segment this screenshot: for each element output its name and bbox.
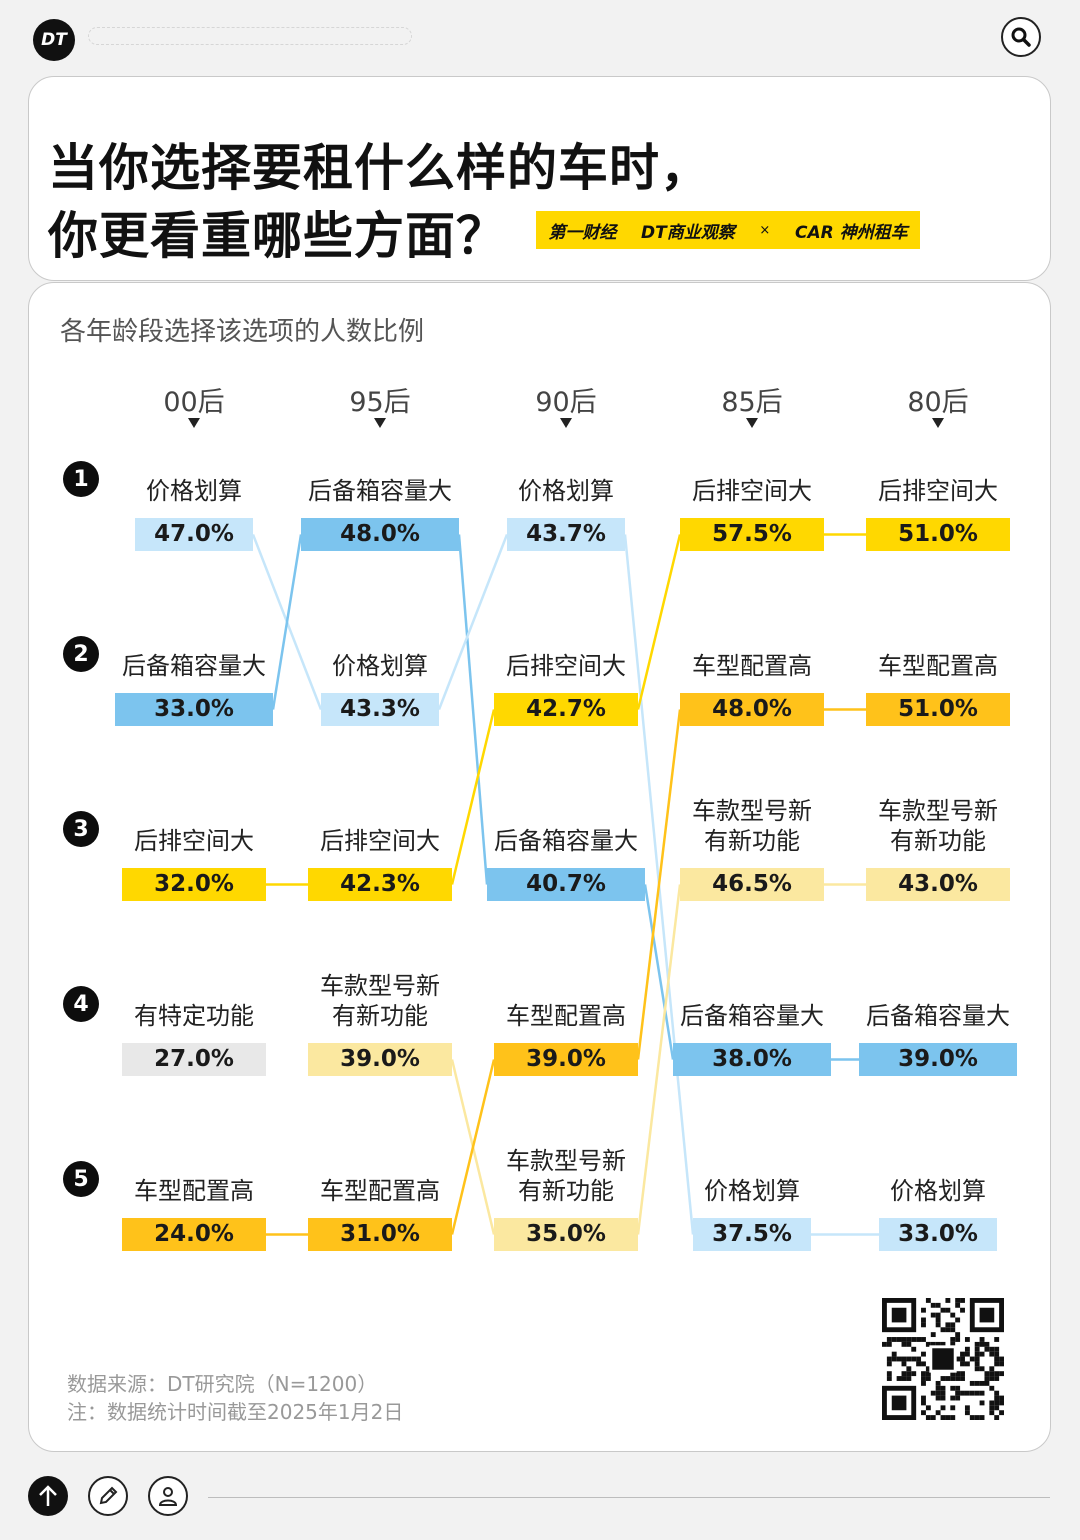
value-bar: 33.0% [879,1218,997,1251]
value-bar: 51.0% [866,518,1010,551]
link-line [457,534,489,885]
value-bar: 27.0% [122,1043,266,1076]
rank-badge: 1 [63,461,99,497]
value-bar: 43.0% [866,868,1010,901]
link-line [636,534,682,710]
column-arrow-icon [374,418,386,428]
cell-label: 车型配置高 [320,1177,440,1205]
column-arrow-icon [746,418,758,428]
cell-label: 价格划算 [890,1177,986,1205]
value-bar: 24.0% [122,1218,266,1251]
column-header: 85后 [721,387,783,418]
address-bar[interactable] [88,27,412,45]
qr-code-icon[interactable] [882,1298,1004,1420]
link-line [271,534,303,710]
value-bar: 32.0% [122,868,266,901]
brand-yicai: 第一财经 [548,222,617,243]
value-bar: 42.7% [494,693,638,726]
rank-badge: 5 [63,1161,99,1197]
cell-label: 后排空间大 [506,652,626,680]
user-icon [158,1487,178,1506]
value-bar: 40.7% [487,868,645,901]
link-line [643,884,675,1060]
cell-label: 后备箱容量大 [494,827,638,855]
value-bar: 51.0% [866,693,1010,726]
column-header: 95后 [349,387,411,418]
cell-label: 后备箱容量大 [122,652,266,680]
cell-label: 后备箱容量大 [866,1002,1010,1030]
cell-label: 价格划算 [518,477,614,505]
search-icon [1011,27,1031,47]
cell-label: 车款型号新 有新功能 [320,972,440,1030]
cell-label: 车款型号新 有新功能 [692,797,812,855]
column-arrow-icon [932,418,944,428]
value-bar: 39.0% [308,1043,452,1076]
brand-strip: 第一财经 DT商业观察 × CAR 神州租车 [536,211,920,249]
cell-label: 后备箱容量大 [680,1002,824,1030]
cell-label: 车型配置高 [506,1002,626,1030]
arrow-up-icon [39,1485,57,1506]
link-line [636,884,682,1235]
value-bar: 42.3% [308,868,452,901]
cell-label: 后备箱容量大 [308,477,452,505]
pencil-icon [99,1486,118,1505]
value-bar: 46.5% [680,868,824,901]
chart-subtitle: 各年龄段选择该选项的人数比例 [60,317,425,347]
page-title-line2: 你更看重哪些方面？ [48,207,507,265]
dt-logo[interactable]: DT [33,19,75,61]
cell-label: 后排空间大 [878,477,998,505]
data-note: 注：数据统计时间截至2025年1月2日 [67,1400,404,1424]
value-bar: 37.5% [693,1218,811,1251]
value-bar: 43.7% [507,518,625,551]
value-bar: 39.0% [494,1043,638,1076]
value-bar: 35.0% [494,1218,638,1251]
cell-label: 车型配置高 [692,652,812,680]
rank-badge: 4 [63,986,99,1022]
value-bar: 43.3% [321,693,439,726]
cell-label: 车型配置高 [878,652,998,680]
data-source: 数据来源：DT研究院（N=1200） [67,1372,378,1396]
link-line [636,709,682,1060]
value-bar: 38.0% [673,1043,831,1076]
value-bar: 39.0% [859,1043,1017,1076]
cell-label: 后排空间大 [320,827,440,855]
cell-label: 车型配置高 [134,1177,254,1205]
back-to-top-button[interactable] [28,1476,68,1516]
edit-button[interactable] [88,1476,128,1516]
chart-card [28,282,1051,1452]
value-bar: 31.0% [308,1218,452,1251]
column-header: 00后 [163,387,225,418]
search-button[interactable] [1001,17,1041,57]
value-bar: 47.0% [135,518,253,551]
page-title-line1: 当你选择要租什么样的车时， [48,139,711,197]
column-header: 80后 [907,387,969,418]
cell-label: 后排空间大 [692,477,812,505]
value-bar: 33.0% [115,693,273,726]
column-arrow-icon [560,418,572,428]
rank-badge: 3 [63,811,99,847]
cell-label: 价格划算 [704,1177,800,1205]
value-bar: 57.5% [680,518,824,551]
column-header: 90后 [535,387,597,418]
cell-label: 车款型号新 有新功能 [506,1147,626,1205]
brand-dt: DT商业观察 [641,222,735,243]
link-line [450,709,496,885]
value-bar: 48.0% [680,693,824,726]
bottom-divider [208,1497,1050,1498]
cell-label: 价格划算 [146,477,242,505]
cell-label: 车款型号新 有新功能 [878,797,998,855]
rank-badge: 2 [63,636,99,672]
profile-button[interactable] [148,1476,188,1516]
cell-label: 价格划算 [332,652,428,680]
cell-label: 后排空间大 [134,827,254,855]
brand-car: CAR 神州租车 [794,222,908,243]
brand-separator: × [759,222,771,238]
link-line [450,1059,496,1235]
column-arrow-icon [188,418,200,428]
value-bar: 48.0% [301,518,459,551]
link-line [437,534,509,710]
cell-label: 有特定功能 [134,1002,254,1030]
